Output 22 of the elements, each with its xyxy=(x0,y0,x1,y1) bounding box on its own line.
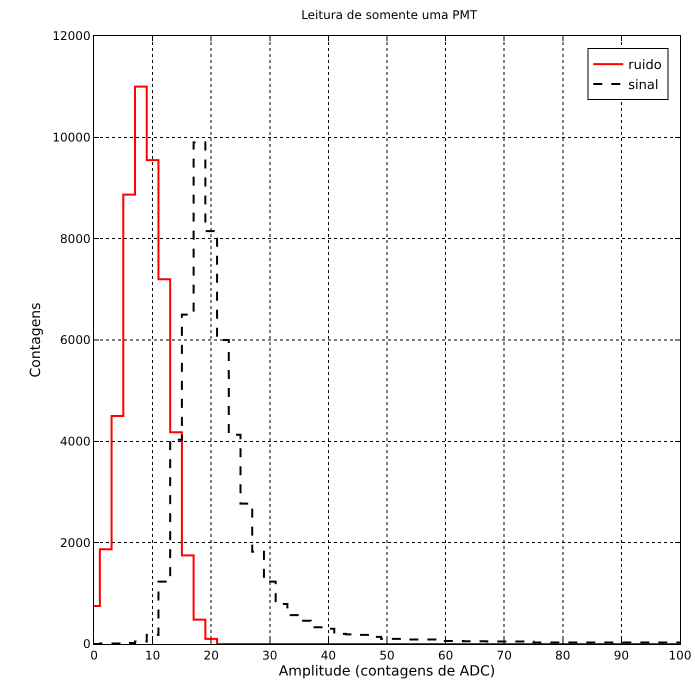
x-tick-label: 30 xyxy=(262,648,278,662)
y-tick-label: 12000 xyxy=(52,29,91,44)
x-tick-label: 40 xyxy=(320,648,336,662)
y-tick-label: 6000 xyxy=(60,333,91,348)
x-tick-label: 80 xyxy=(555,648,570,662)
x-tick-label: 100 xyxy=(668,648,692,662)
x-tick-label: 90 xyxy=(614,648,630,662)
legend-label: ruido xyxy=(628,58,662,74)
y-tick-label: 4000 xyxy=(60,434,91,449)
chart-title: Leitura de somente uma PMT xyxy=(301,8,478,22)
x-tick-label: 20 xyxy=(204,648,219,662)
legend-label: sinal xyxy=(628,78,658,94)
x-tick-label: 50 xyxy=(379,648,395,662)
x-tick-label: 10 xyxy=(144,648,160,662)
x-tick-label: 60 xyxy=(438,648,454,662)
x-axis-title: Amplitude (contagens de ADC) xyxy=(278,664,496,680)
y-axis-title: Contagens xyxy=(28,302,44,378)
y-tick-label: 10000 xyxy=(52,130,91,145)
y-tick-label: 0 xyxy=(82,637,91,652)
y-tick-label: 8000 xyxy=(60,232,91,246)
x-tick-label: 70 xyxy=(496,648,512,662)
y-tick-label: 2000 xyxy=(60,536,91,550)
